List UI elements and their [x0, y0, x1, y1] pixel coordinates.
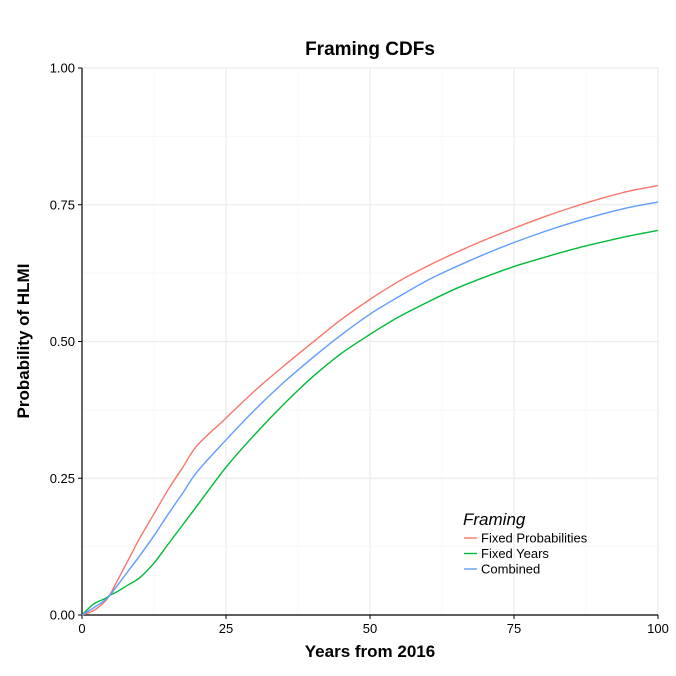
x-tick-label: 50	[363, 621, 377, 636]
grid	[82, 67, 659, 615]
y-tick-label: 0.50	[50, 334, 75, 349]
y-tick-label: 1.00	[50, 61, 75, 76]
x-tick-label: 100	[647, 621, 669, 636]
legend-label-fixed-probabilities: Fixed Probabilities	[481, 531, 588, 546]
series-line-combined	[81, 201, 659, 616]
legend-label-combined: Combined	[481, 562, 540, 577]
legend-title: Framing	[463, 510, 526, 529]
x-tick-label: 0	[78, 621, 85, 636]
y-axis-title: Probability of HLMI	[14, 264, 33, 419]
y-tick-label: 0.00	[50, 608, 75, 623]
x-axis-title: Years from 2016	[305, 642, 435, 661]
series-line-fixed-years	[81, 229, 659, 616]
x-tick-label: 75	[507, 621, 521, 636]
chart-title: Framing CDFs	[305, 39, 435, 60]
y-axis-ticks: 0.00 0.25 0.50 0.75 1.00	[50, 61, 82, 623]
x-tick-label: 25	[219, 621, 233, 636]
y-tick-label: 0.25	[50, 471, 75, 486]
series-lines	[81, 184, 659, 616]
series-line-fixed-probabilities	[81, 184, 659, 616]
x-axis-ticks: 0 25 50 75 100	[78, 615, 669, 636]
legend-label-fixed-years: Fixed Years	[481, 546, 549, 561]
y-tick-label: 0.75	[50, 197, 75, 212]
